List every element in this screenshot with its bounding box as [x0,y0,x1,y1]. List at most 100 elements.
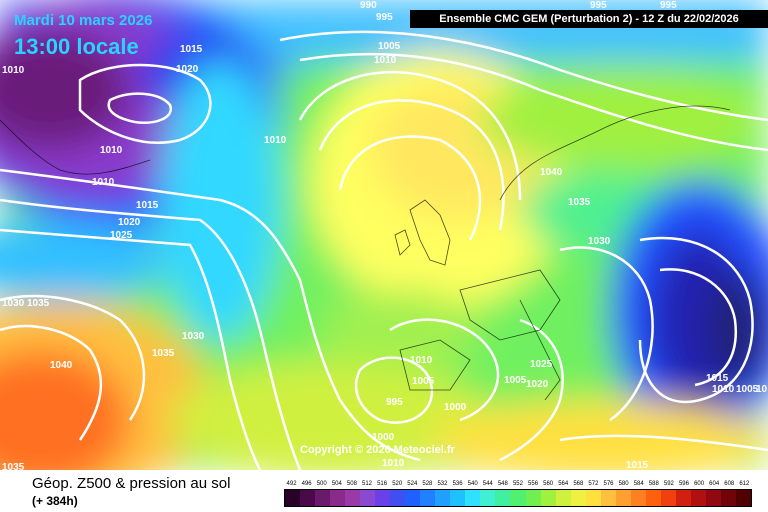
scale-tick-label: 560 [543,481,554,487]
scale-tick-label: 600 [694,481,705,487]
scale-tick-label: 588 [648,481,659,487]
isobar-label: 1035 [2,462,25,470]
isobar-label: 1030 [182,331,205,342]
footer-title: Géop. Z500 & pression au sol [32,475,231,492]
scale-color-swatch [720,490,736,506]
scale-color-swatch [645,490,661,506]
weather-map: Mardi 10 mars 2026 13:00 locale Ensemble… [0,0,768,470]
scale-tick-labels: 492 496 500 504 508 512 516 520 524 528 532 536 540 5… [284,479,752,489]
isobar-label: 990 [360,0,377,11]
isobar-label: 1035 [152,348,175,359]
scale-color-swatch [735,490,751,506]
scale-tick-label: 520 [392,481,403,487]
scale-tick-label: 612 [739,481,750,487]
scale-color-swatch [450,490,466,506]
scale-tick-label: 548 [497,481,508,487]
scale-tick-label: 528 [422,481,433,487]
isobar-label: 995 [386,397,403,408]
coastlines [0,105,731,401]
isobar-label: 1025 [530,359,553,370]
isobar-label: 1000 [372,432,395,443]
isobar-label: 1010 [382,458,405,469]
isobar-label: 1035 [568,197,591,208]
scale-tick-label: 536 [452,481,463,487]
scale-color-swatch [690,490,706,506]
scale-tick-label: 604 [709,481,720,487]
isobar-label: 1000 [444,402,467,413]
scale-tick-label: 512 [362,481,373,487]
scale-color-swatch [435,490,451,506]
scale-color-swatch [555,490,571,506]
isobar-label: 995 [590,0,607,11]
scale-tick-label: 504 [331,481,342,487]
scale-color-swatch [510,490,526,506]
color-scale-legend: 492 496 500 504 508 512 516 520 524 528 532 536 540 5… [284,479,752,507]
scale-color-swatch [675,490,691,506]
isobar-label: 1030 [588,236,611,247]
isobar-label: 995 [376,12,393,23]
isobar-label: 10 [756,384,768,395]
scale-color-swatch [630,490,646,506]
isobar-label: 1005 [412,376,435,387]
scale-color-swatch [285,490,301,506]
scale-tick-label: 576 [603,481,614,487]
isobar-label: 995 [660,0,677,11]
isobar-label: 1010 [264,135,287,146]
scale-tick-label: 564 [558,481,569,487]
scale-color-swatch [330,490,346,506]
isobar-label: 1015 [136,200,159,211]
scale-tick-label: 532 [437,481,448,487]
isobar-label: 1020 [526,379,549,390]
scale-color-swatch [420,490,436,506]
isobar-label: 1005 [504,375,527,386]
scale-color-swatch [300,490,316,506]
isobar-label: 1010 [712,384,735,395]
isobar-lines [0,30,768,470]
scale-tick-label: 516 [377,481,388,487]
scale-color-swatch [345,490,361,506]
scale-tick-label: 556 [528,481,539,487]
isobar-label: 1020 [176,64,199,75]
isobar-label: 1020 [118,217,141,228]
isobar-label: 1015 [706,373,729,384]
scale-tick-label: 596 [678,481,689,487]
scale-color-swatch [585,490,601,506]
scale-color-swatch [600,490,616,506]
isobar-label: 1040 [50,360,73,371]
scale-color-swatch [360,490,376,506]
scale-color-swatch [660,490,676,506]
model-banner: Ensemble CMC GEM (Perturbation 2) - 12 Z… [410,10,768,28]
isobar-label: 1035 [27,298,50,309]
isobar-label: 1010 [92,177,115,188]
scale-tick-label: 508 [346,481,357,487]
scale-color-swatch [375,490,391,506]
forecast-time: 13:00 locale [14,34,139,59]
isobar-label: 1015 [626,460,649,470]
scale-tick-label: 568 [573,481,584,487]
scale-tick-label: 592 [663,481,674,487]
isobar-label: 1010 [410,355,433,366]
scale-tick-label: 492 [286,481,297,487]
copyright-notice: Copyright © 2026 Meteociel.fr [300,444,455,456]
isobar-label: 1010 [100,145,123,156]
scale-tick-label: 544 [482,481,493,487]
scale-color-swatch [705,490,721,506]
scale-tick-label: 524 [407,481,418,487]
forecast-date: Mardi 10 mars 2026 [14,12,153,29]
isobar-label: 1025 [110,230,133,241]
isobar-label: 1005 [378,41,401,52]
scale-color-swatch [315,490,331,506]
scale-color-swatch [525,490,541,506]
scale-color-swatch [615,490,631,506]
scale-color-swatch [465,490,481,506]
scale-color-swatch [570,490,586,506]
scale-tick-label: 540 [467,481,478,487]
scale-color-swatch [390,490,406,506]
isobar-label: 1040 [540,167,563,178]
isobar-label: 1010 [2,65,25,76]
scale-tick-label: 608 [724,481,735,487]
scale-tick-label: 552 [512,481,523,487]
isobar-label: 1010 [374,55,397,66]
scale-color-swatch [495,490,511,506]
scale-tick-label: 584 [633,481,644,487]
